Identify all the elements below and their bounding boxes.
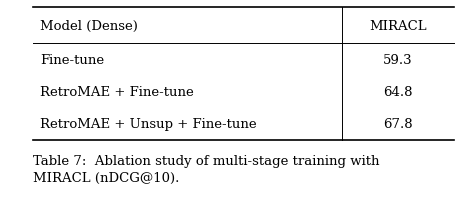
Text: Table 7:  Ablation study of multi-stage training with
MIRACL (nDCG@10).: Table 7: Ablation study of multi-stage t… — [33, 154, 379, 184]
Text: MIRACL: MIRACL — [369, 20, 427, 32]
Text: Fine-tune: Fine-tune — [40, 54, 104, 66]
Text: 64.8: 64.8 — [383, 86, 413, 98]
Text: 67.8: 67.8 — [383, 118, 413, 130]
Text: 59.3: 59.3 — [383, 54, 413, 66]
Text: RetroMAE + Unsup + Fine-tune: RetroMAE + Unsup + Fine-tune — [40, 118, 256, 130]
Text: RetroMAE + Fine-tune: RetroMAE + Fine-tune — [40, 86, 194, 98]
Text: Model (Dense): Model (Dense) — [40, 20, 138, 32]
